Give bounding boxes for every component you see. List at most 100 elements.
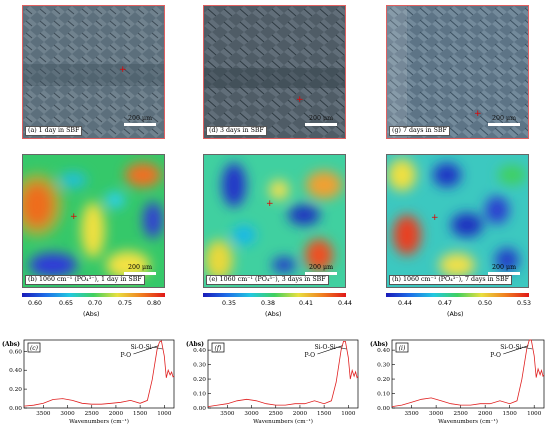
plot-frame	[207, 339, 359, 409]
y-tick-label: 0.10	[193, 392, 206, 398]
x-tick-label: 1500	[317, 411, 332, 417]
colorbar-tick: 0.41	[298, 300, 314, 307]
spectrum-line	[23, 340, 175, 407]
spectrum-line	[207, 341, 359, 407]
micrograph-image	[23, 6, 164, 138]
panel-caption: (e) 1060 cm⁻¹ (PO₄³⁻), 3 days in SBF	[206, 275, 329, 285]
panel-label: (i)	[399, 345, 406, 352]
colorbar-tick: 0.44	[397, 300, 413, 307]
colorbar	[22, 293, 165, 297]
colorbar-tick: 0.50	[477, 300, 493, 307]
annotation-si-o-si: Si-O-Si	[500, 344, 521, 351]
annotation-si-o-si: Si-O-Si	[130, 344, 151, 351]
colorbar-tick: 0.35	[221, 300, 237, 307]
y-axis-label: (Abs)	[2, 341, 20, 348]
crosshair-icon: +	[266, 199, 274, 209]
panel-caption: (d) 3 days in SBF	[206, 126, 267, 136]
colorbar-tick: 0.65	[58, 300, 74, 307]
y-axis-label: (Abs)	[370, 341, 388, 348]
x-tick-label: 3000	[429, 411, 444, 417]
x-tick-label: 3500	[220, 411, 235, 417]
x-tick-label: 2000	[293, 411, 308, 417]
x-axis-label: Wavenumbers (cm⁻¹)	[438, 418, 498, 425]
x-tick-label: 2500	[85, 411, 100, 417]
colorbar-tick: 0.53	[516, 300, 532, 307]
panel-label-box	[27, 342, 41, 353]
x-tick-label: 1500	[133, 411, 148, 417]
spectrum-chart-i: 0.40 0.30 0.20 0.10 0.00 3500 3000 2500 2000 1500…	[370, 339, 545, 425]
colorbar-tick: 0.75	[117, 300, 133, 307]
annotation-arrow	[503, 345, 529, 355]
scale-bar: 200 μm	[124, 264, 156, 275]
crosshair-icon: +	[431, 213, 439, 223]
map-b: + 200 μm (b) 1060 cm⁻¹ (PO₄³⁻), 1 day in…	[22, 154, 165, 288]
x-tick-label: 2500	[269, 411, 284, 417]
x-tick-label: 2000	[109, 411, 124, 417]
panel-label: (f)	[215, 345, 223, 352]
colorbar-tick: 0.60	[27, 300, 43, 307]
crosshair-icon: +	[70, 212, 78, 222]
plot-frame	[23, 339, 175, 409]
y-tick-label: 0.20	[9, 387, 22, 393]
y-tick-label: 0.40	[193, 348, 206, 354]
colorbar	[203, 293, 346, 297]
colorbar-tick: 0.47	[437, 300, 453, 307]
colorbar-unit: (Abs)	[265, 311, 282, 318]
panel-label: (c)	[30, 345, 39, 352]
y-tick-label: 0.40	[9, 368, 22, 374]
micrograph-a: + 200 μm (a) 1 day in SBF	[22, 5, 165, 139]
x-axis-label: Wavenumbers (cm⁻¹)	[253, 418, 313, 425]
colorbar-unit: (Abs)	[83, 311, 100, 318]
annotation-p-o: P-O	[304, 352, 315, 359]
annotation-arrow	[133, 345, 159, 355]
scale-bar: 200 μm	[305, 264, 337, 275]
colorbar-tick: 0.44	[337, 300, 353, 307]
x-tick-label: 3000	[60, 411, 75, 417]
panel-label-box	[211, 342, 225, 353]
x-tick-label: 3500	[36, 411, 51, 417]
y-tick-label: 0.40	[377, 348, 390, 354]
heatmap-image	[204, 155, 345, 287]
x-tick-label: 2500	[454, 411, 469, 417]
panel-caption: (g) 7 days in SBF	[389, 126, 450, 136]
panel-label-box	[395, 342, 409, 353]
annotation-p-o: P-O	[490, 352, 501, 359]
crosshair-icon: +	[296, 95, 304, 105]
micrograph-d: + 200 μm (d) 3 days in SBF	[203, 5, 346, 139]
plot-frame	[391, 339, 545, 409]
y-tick-label: 0.60	[9, 349, 22, 355]
annotation-si-o-si: Si-O-Si	[314, 344, 335, 351]
y-tick-label: 0.00	[193, 406, 206, 412]
x-tick-label: 1000	[341, 411, 356, 417]
heatmap-image	[387, 155, 528, 287]
scale-bar: 200 μm	[305, 115, 337, 126]
scale-bar: 200 μm	[124, 115, 156, 126]
crosshair-icon: +	[474, 109, 482, 119]
x-tick-label: 1000	[157, 411, 172, 417]
x-tick-label: 3000	[244, 411, 259, 417]
scale-bar: 200 μm	[488, 115, 520, 126]
y-tick-label: 0.20	[377, 377, 390, 383]
panel-caption: (h) 1060 cm⁻¹ (PO₄³⁻), 7 days in SBF	[389, 275, 512, 285]
colorbar	[386, 293, 529, 297]
heatmap-image	[23, 155, 164, 287]
y-tick-label: 0.30	[377, 363, 390, 369]
colorbar-tick: 0.70	[87, 300, 103, 307]
colorbar-unit: (Abs)	[447, 311, 464, 318]
micrograph-image	[204, 6, 345, 138]
x-axis-label: Wavenumbers (cm⁻¹)	[69, 418, 129, 425]
crosshair-icon: +	[119, 65, 127, 75]
micrograph-image	[387, 6, 528, 138]
y-tick-label: 0.10	[377, 392, 390, 398]
annotation-p-o: P-O	[120, 352, 131, 359]
x-tick-label: 3500	[404, 411, 419, 417]
x-tick-label: 2000	[478, 411, 493, 417]
spectrum-line	[391, 339, 545, 407]
colorbar-tick: 0.38	[260, 300, 276, 307]
colorbar-tick: 0.80	[146, 300, 162, 307]
x-tick-label: 1000	[527, 411, 542, 417]
x-tick-label: 1500	[503, 411, 518, 417]
scale-bar: 200 μm	[488, 264, 520, 275]
spectrum-chart-c: 0.60 0.40 0.20 0.00 3500 3000 2500 2000 1500 1000…	[2, 339, 175, 425]
map-h: + 200 μm (h) 1060 cm⁻¹ (PO₄³⁻), 7 days i…	[386, 154, 529, 288]
